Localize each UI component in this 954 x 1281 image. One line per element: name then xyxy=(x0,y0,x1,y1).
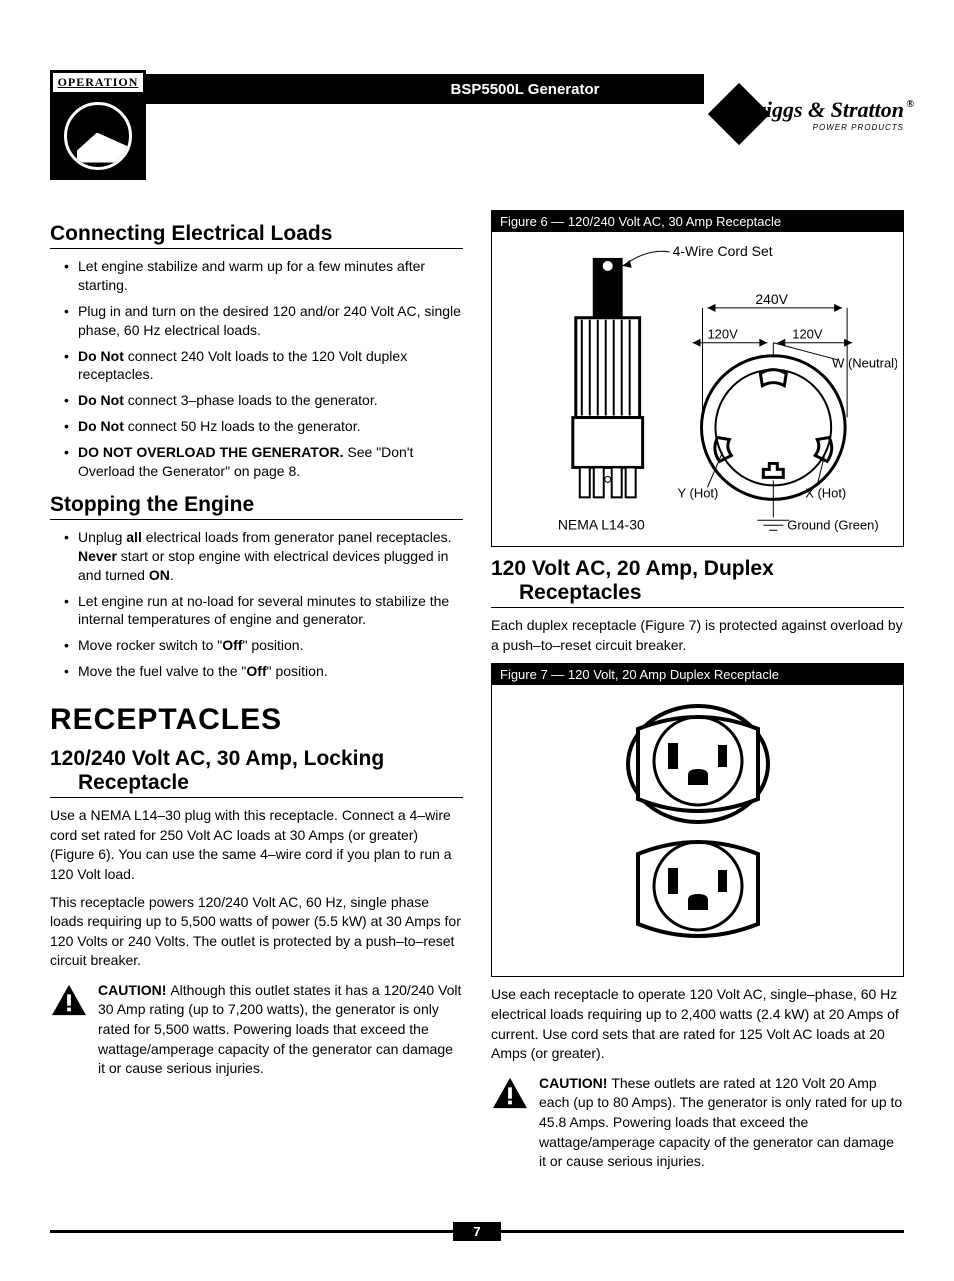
figure-6-caption: Figure 6 — 120/240 Volt AC, 30 Amp Recep… xyxy=(492,211,903,232)
svg-text:NEMA L14-30: NEMA L14-30 xyxy=(558,516,645,532)
page-header: OPERATION BSP5500L Generator Briggs & St… xyxy=(50,70,904,190)
logo-subtitle: POWER PRODUCTS xyxy=(813,123,904,132)
operation-label: OPERATION xyxy=(53,73,143,94)
list-item: DO NOT OVERLOAD THE GENERATOR. See "Don'… xyxy=(64,443,463,481)
heading-locking-receptacle: 120/240 Volt AC, 30 Amp, Locking Recepta… xyxy=(50,747,463,798)
page-number: 7 xyxy=(453,1222,500,1241)
list-item: Move the fuel valve to the "Off" positio… xyxy=(64,662,463,681)
duplex-receptacle-diagram xyxy=(598,699,798,959)
operation-graphic xyxy=(53,94,143,177)
page-footer: 7 xyxy=(50,1222,904,1241)
duplex-p2: Use each receptacle to operate 120 Volt … xyxy=(491,985,904,1063)
figure-6-diagram: 4-Wire Cord Set xyxy=(492,232,903,546)
svg-text:4-Wire Cord Set: 4-Wire Cord Set xyxy=(673,243,773,259)
warning-icon xyxy=(491,1076,529,1110)
svg-text:240V: 240V xyxy=(755,291,788,307)
heading-connecting-loads: Connecting Electrical Loads xyxy=(50,222,463,249)
brand-logo: Briggs & Stratton POWER PRODUCTS xyxy=(704,74,904,154)
svg-text:X (Hot): X (Hot) xyxy=(805,485,846,500)
svg-text:Ground (Green): Ground (Green) xyxy=(787,517,878,532)
operation-badge: OPERATION xyxy=(50,70,146,180)
list-item: Unplug all electrical loads from generat… xyxy=(64,528,463,585)
figure-7-diagram xyxy=(492,685,903,976)
svg-text:W (Neutral): W (Neutral) xyxy=(832,356,897,371)
list-item: Do Not connect 3–phase loads to the gene… xyxy=(64,391,463,410)
heading-duplex-receptacles: 120 Volt AC, 20 Amp, Duplex Receptacles xyxy=(491,557,904,608)
list-item: Do Not connect 240 Volt loads to the 120… xyxy=(64,347,463,385)
list-item: Move rocker switch to "Off" position. xyxy=(64,636,463,655)
figure-6: Figure 6 — 120/240 Volt AC, 30 Amp Recep… xyxy=(491,210,904,547)
warning-icon xyxy=(50,983,88,1017)
figure-7-caption: Figure 7 — 120 Volt, 20 Amp Duplex Recep… xyxy=(492,664,903,685)
product-title: BSP5500L Generator xyxy=(451,81,600,98)
logo-name: Briggs & Stratton xyxy=(743,97,904,123)
list-item: Do Not connect 50 Hz loads to the genera… xyxy=(64,417,463,436)
stopping-engine-list: Unplug all electrical loads from generat… xyxy=(50,528,463,681)
connecting-loads-list: Let engine stabilize and warm up for a f… xyxy=(50,257,463,481)
heading-receptacles: RECEPTACLES xyxy=(50,703,463,737)
caution-block-1: CAUTION! Although this outlet states it … xyxy=(50,981,463,1079)
list-item: Let engine run at no-load for several mi… xyxy=(64,592,463,630)
list-item: Plug in and turn on the desired 120 and/… xyxy=(64,302,463,340)
locking-p1: Use a NEMA L14–30 plug with this recepta… xyxy=(50,806,463,884)
nema-l14-30-diagram: 4-Wire Cord Set xyxy=(498,238,897,537)
heading-stopping-engine: Stopping the Engine xyxy=(50,493,463,520)
svg-text:Y (Hot): Y (Hot) xyxy=(678,485,719,500)
locking-p2: This receptacle powers 120/240 Volt AC, … xyxy=(50,893,463,971)
caution-text-1: CAUTION! Although this outlet states it … xyxy=(98,981,463,1079)
svg-text:120V: 120V xyxy=(707,327,738,342)
caution-block-2: CAUTION! These outlets are rated at 120 … xyxy=(491,1074,904,1172)
caution-text-2: CAUTION! These outlets are rated at 120 … xyxy=(539,1074,904,1172)
figure-7: Figure 7 — 120 Volt, 20 Amp Duplex Recep… xyxy=(491,663,904,977)
left-column: Connecting Electrical Loads Let engine s… xyxy=(50,210,463,1182)
list-item: Let engine stabilize and warm up for a f… xyxy=(64,257,463,295)
duplex-p1: Each duplex receptacle (Figure 7) is pro… xyxy=(491,616,904,655)
svg-text:120V: 120V xyxy=(792,327,823,342)
content-columns: Connecting Electrical Loads Let engine s… xyxy=(50,210,904,1182)
right-column: Figure 6 — 120/240 Volt AC, 30 Amp Recep… xyxy=(491,210,904,1182)
